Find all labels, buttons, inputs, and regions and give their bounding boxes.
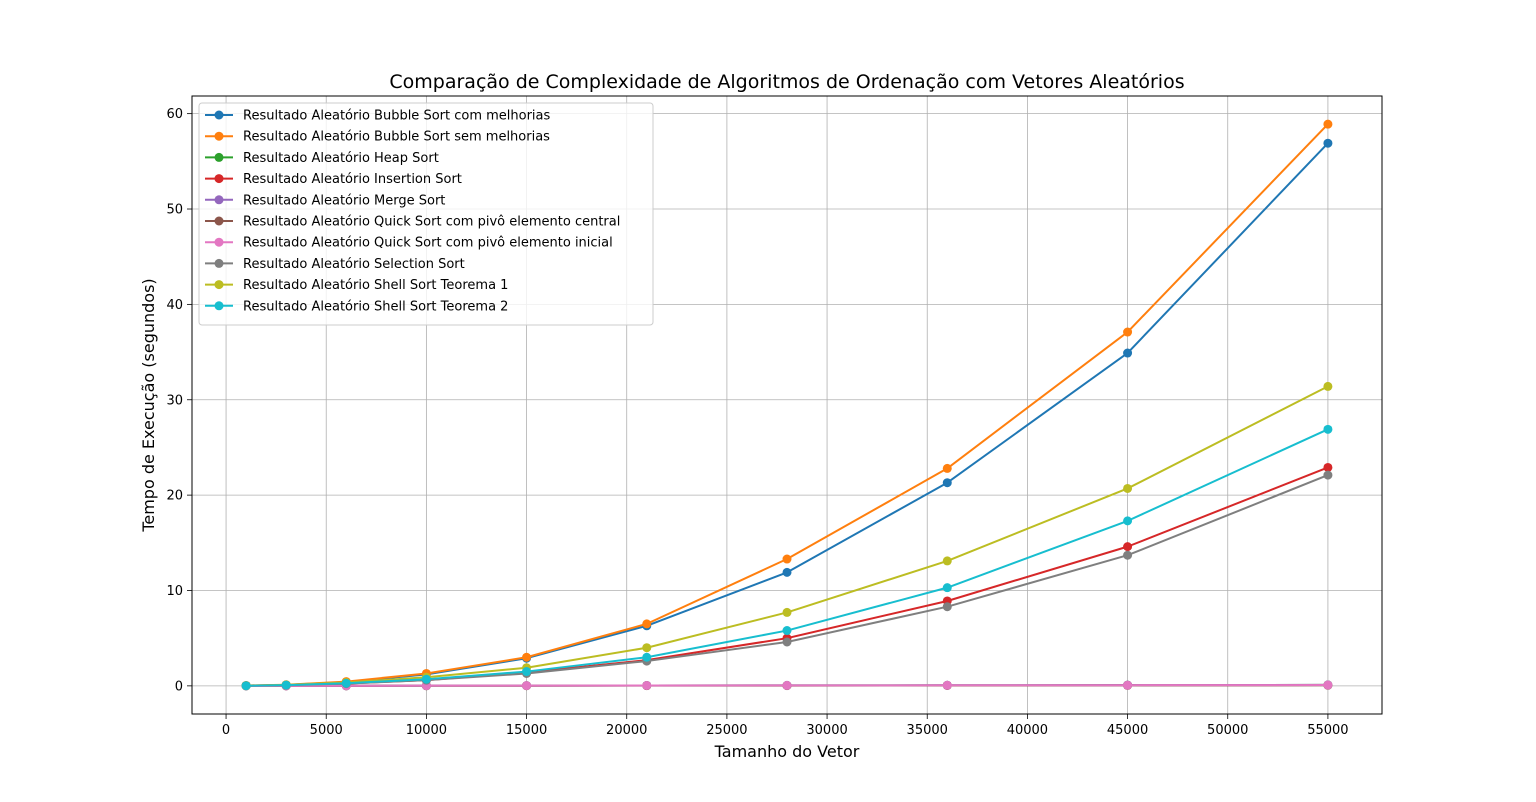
legend-item: Resultado Aleatório Selection Sort (205, 257, 465, 272)
data-point (1323, 680, 1333, 690)
data-point (642, 643, 652, 653)
data-point (241, 681, 251, 691)
data-point (782, 567, 792, 577)
data-point (782, 607, 792, 617)
legend-swatch-marker (214, 195, 224, 205)
legend-swatch-marker (214, 110, 224, 120)
legend-label: Resultado Aleatório Merge Sort (243, 193, 445, 208)
x-tick-label: 50000 (1207, 723, 1248, 738)
data-point (782, 626, 792, 636)
series-10 (241, 424, 1333, 691)
data-point (1323, 138, 1333, 148)
legend-item: Resultado Aleatório Shell Sort Teorema 2 (205, 299, 508, 314)
data-point (1123, 516, 1133, 526)
x-tick-label: 55000 (1307, 723, 1348, 738)
data-point (341, 678, 351, 688)
legend-swatch-marker (214, 174, 224, 184)
legend-label: Resultado Aleatório Selection Sort (243, 257, 465, 272)
data-point (942, 680, 952, 690)
data-point (1123, 550, 1133, 560)
data-point (1323, 462, 1333, 472)
data-point (522, 681, 532, 691)
data-point (1123, 542, 1133, 552)
legend-swatch-marker (214, 258, 224, 268)
data-point (942, 602, 952, 612)
legend-swatch-marker (214, 280, 224, 290)
data-point (782, 680, 792, 690)
series-line (246, 428, 1329, 687)
y-tick-label: 20 (166, 489, 183, 504)
data-point (1323, 381, 1333, 391)
legend-item: Resultado Aleatório Quick Sort com pivô … (205, 215, 620, 230)
x-tick-label: 25000 (706, 723, 747, 738)
legend-label: Resultado Aleatório Insertion Sort (243, 172, 462, 187)
data-point (1123, 483, 1133, 493)
series-line (246, 684, 1328, 687)
data-point (782, 554, 792, 564)
legend-swatch-marker (214, 301, 224, 311)
plot-frame (191, 95, 1383, 715)
y-tick-label: 0 (175, 679, 183, 694)
data-point (642, 652, 652, 662)
data-point (522, 667, 532, 677)
legend-label: Resultado Aleatório Quick Sort com pivô … (243, 236, 613, 251)
legend-item: Resultado Aleatório Insertion Sort (205, 172, 462, 187)
x-tick-label: 40000 (1007, 723, 1048, 738)
data-point (782, 637, 792, 647)
legend-label: Resultado Aleatório Shell Sort Teorema 1 (243, 278, 508, 293)
data-point (942, 478, 952, 488)
legend-swatch-marker (214, 237, 224, 247)
data-point (522, 652, 532, 662)
y-axis: 0 10 20 30 40 50 60 (166, 107, 192, 694)
x-tick-label: 35000 (907, 723, 948, 738)
x-axis-label: Tamanho do Vetor (714, 742, 860, 761)
data-point (1323, 470, 1333, 480)
data-point (281, 680, 291, 690)
legend: Resultado Aleatório Bubble Sort com melh… (198, 102, 654, 326)
legend-item: Resultado Aleatório Merge Sort (205, 193, 445, 208)
legend-label: Resultado Aleatório Heap Sort (243, 151, 439, 166)
chart-title: Comparação de Complexidade de Algoritmos… (389, 71, 1184, 93)
y-axis-label: Tempo de Execução (segundos) (139, 278, 158, 532)
data-point (1323, 424, 1333, 434)
data-point (942, 463, 952, 473)
x-tick-label: 45000 (1107, 723, 1148, 738)
x-axis: 0 5000 10000 15000 20000 25000 30000 35000 40000… (222, 714, 1349, 738)
legend-box (198, 102, 654, 326)
x-tick-label: 0 (222, 723, 230, 738)
data-point (1123, 327, 1133, 337)
legend-swatch-marker (214, 152, 224, 162)
series-layer (241, 119, 1333, 691)
data-point (642, 619, 652, 629)
y-tick-label: 30 (166, 393, 183, 408)
legend-label: Resultado Aleatório Shell Sort Teorema 2 (243, 299, 508, 314)
x-tick-label: 10000 (406, 723, 447, 738)
x-tick-label: 5000 (310, 723, 343, 738)
legend-item: Resultado Aleatório Quick Sort com pivô … (205, 236, 613, 251)
y-tick-label: 40 (166, 298, 183, 313)
legend-label: Resultado Aleatório Bubble Sort com melh… (243, 109, 551, 124)
x-tick-label: 15000 (506, 723, 547, 738)
legend-swatch-marker (214, 131, 224, 141)
data-point (1323, 119, 1333, 129)
data-point (421, 674, 431, 684)
legend-item: Resultado Aleatório Bubble Sort com melh… (205, 109, 551, 124)
legend-item: Resultado Aleatório Bubble Sort sem melh… (205, 130, 550, 145)
legend-label: Resultado Aleatório Bubble Sort sem melh… (243, 130, 550, 145)
legend-label: Resultado Aleatório Quick Sort com pivô … (243, 215, 620, 230)
legend-item: Resultado Aleatório Shell Sort Teorema 1 (205, 278, 508, 293)
y-tick-label: 60 (166, 107, 183, 122)
data-point (1123, 348, 1133, 358)
x-tick-label: 30000 (806, 723, 847, 738)
legend-swatch-marker (214, 216, 224, 226)
x-tick-label: 20000 (606, 723, 647, 738)
data-point (642, 680, 652, 690)
y-tick-label: 50 (166, 203, 183, 218)
data-point (1123, 680, 1133, 690)
data-point (942, 556, 952, 566)
y-tick-label: 10 (166, 584, 183, 599)
legend-item: Resultado Aleatório Heap Sort (205, 151, 439, 166)
data-point (942, 583, 952, 593)
